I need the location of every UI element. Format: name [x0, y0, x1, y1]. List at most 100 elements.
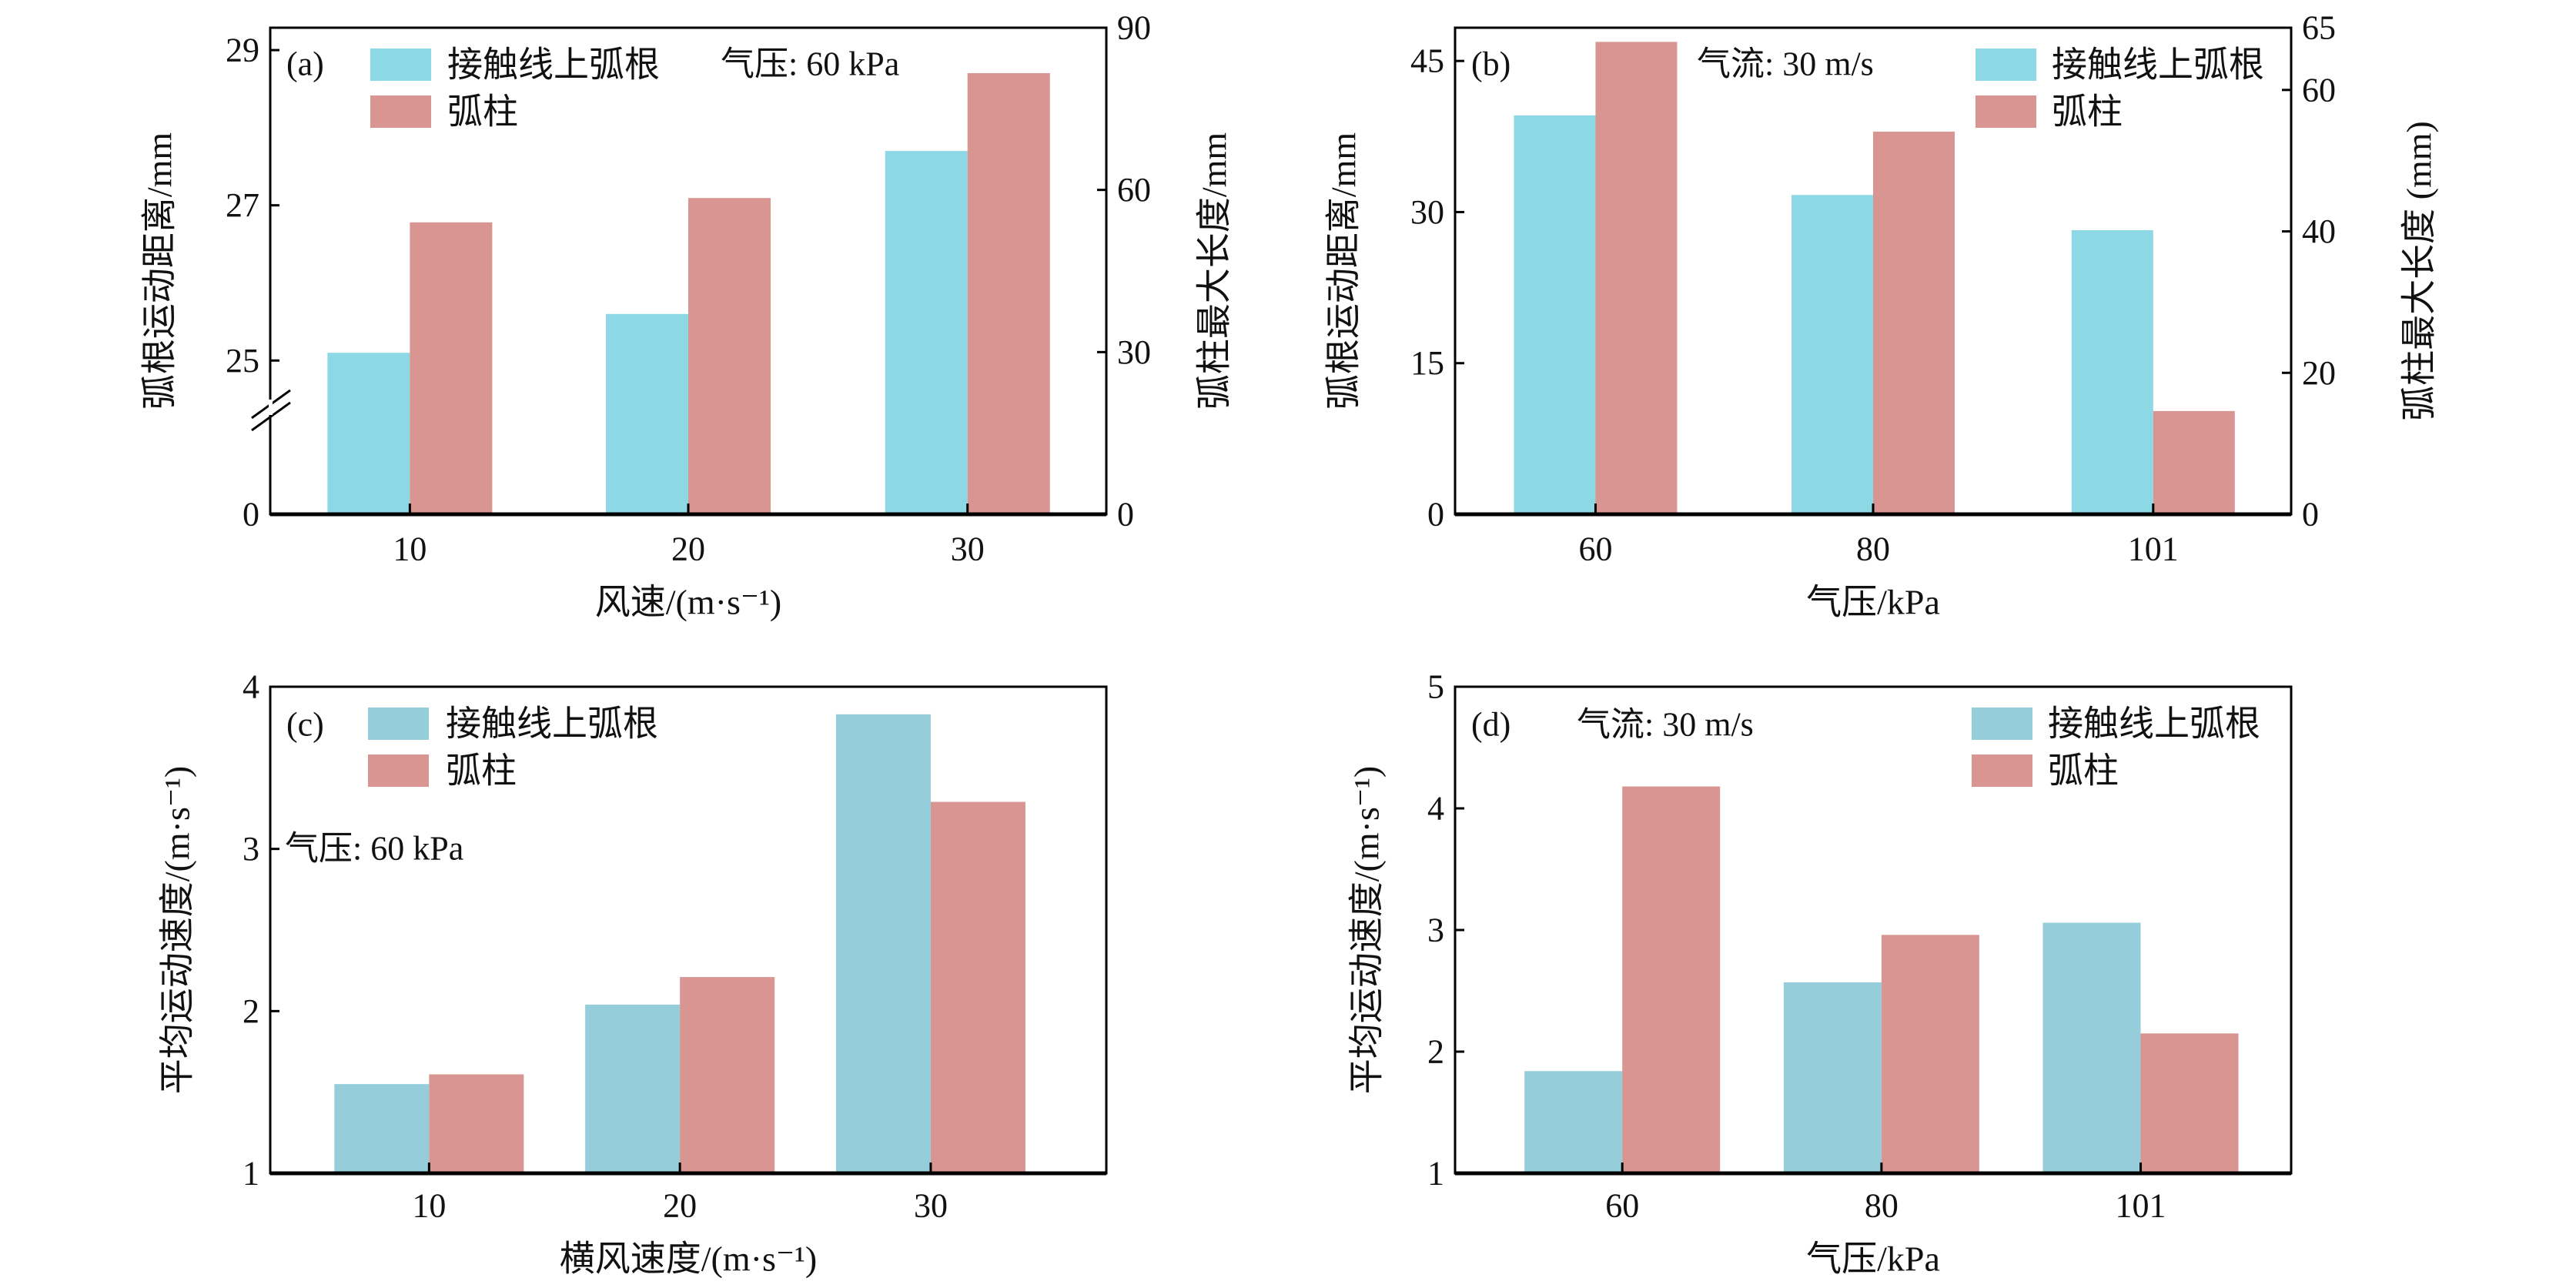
- y-tick-label: 3: [243, 830, 259, 868]
- bar-arc-root-20: [606, 313, 688, 514]
- axis-break-gap: [269, 399, 273, 415]
- legend-label-arc-root: 接触线上弧根: [2052, 45, 2264, 85]
- bar-arc-column-10: [429, 1074, 524, 1173]
- y-right-axis-label: 弧柱最大长度/mm: [1195, 132, 1234, 410]
- panel-label: (c): [286, 706, 324, 744]
- bar-arc-root-20: [585, 1004, 681, 1173]
- bar-arc-column-60: [1622, 786, 1721, 1173]
- legend-label-arc-column: 弧柱: [2052, 92, 2123, 132]
- panel-c: 10 20 30 1 2 3 4 平均运动速度/(m·s⁻¹) 横风速度/(m·s⁻¹) (c) 气…: [158, 668, 1108, 1279]
- legend-swatch-arc-root: [370, 49, 431, 81]
- bar-arc-column-20: [688, 198, 771, 514]
- x-tick-label: 101: [2128, 530, 2179, 568]
- condition-annotation: 气流: 30 m/s: [1577, 706, 1754, 744]
- x-tick-label: 20: [663, 1187, 697, 1225]
- panel-label: (b): [1471, 45, 1510, 83]
- panel-d: 60 80 101 1 2 3 4 5 平均运动速度/(m·s⁻¹) 气压/kPa (d) 气流: 3…: [1347, 668, 2293, 1279]
- panel-label: (a): [286, 45, 324, 83]
- y-right-axis-label: 弧柱最大长度 (mm): [2400, 121, 2439, 421]
- legend-label-arc-column: 弧柱: [447, 92, 518, 132]
- y-right-tick-label: 0: [2302, 496, 2319, 534]
- bar-arc-root-10: [334, 1084, 430, 1173]
- bar-arc-column-80: [1881, 935, 1979, 1173]
- bar-arc-root-10: [327, 353, 410, 514]
- bar-arc-column-60: [1595, 42, 1678, 515]
- y-tick-label: 29: [226, 32, 259, 69]
- legend-swatch-arc-column: [1972, 754, 2032, 787]
- x-axis-label: 横风速度/(m·s⁻¹): [560, 1239, 818, 1279]
- y-tick-label: 5: [1427, 668, 1444, 706]
- y-right-tick-label: 20: [2302, 354, 2336, 392]
- x-axis-label: 风速/(m·s⁻¹): [595, 583, 782, 622]
- legend-label-arc-root: 接触线上弧根: [447, 45, 660, 85]
- y-tick-label: 2: [1427, 1033, 1444, 1071]
- y-axis-label: 平均运动速度/(m·s⁻¹): [1347, 766, 1387, 1095]
- panel-b: 60 80 101 0 15 30 45 0 20 40 60 65 弧柱最大长度 (mm) 弧根运动距离…: [1324, 9, 2439, 622]
- x-tick-label: 30: [914, 1187, 948, 1225]
- bar-arc-root-30: [885, 151, 968, 515]
- y-tick-label: 0: [243, 496, 259, 534]
- x-axis-label: 气压/kPa: [1806, 583, 1940, 622]
- bar-arc-root-80: [1783, 982, 1882, 1173]
- y-right-tick-label: 40: [2302, 212, 2336, 250]
- y-tick-label: 1: [243, 1155, 259, 1193]
- legend-label-arc-root: 接触线上弧根: [446, 704, 658, 744]
- panel-a: 10 20 30 0 25 27 29 0 30 60 90 弧柱最大长度/mm 弧根运动距离/mm 风速…: [140, 9, 1234, 622]
- bar-arc-root-30: [835, 714, 931, 1173]
- x-tick-label: 10: [412, 1187, 446, 1225]
- y-tick-label: 30: [1410, 193, 1444, 231]
- y-tick-label: 4: [1427, 790, 1444, 828]
- y-tick-label: 1: [1427, 1155, 1444, 1193]
- bar-arc-root-101: [2071, 230, 2153, 514]
- y-right-tick-label: 60: [2302, 71, 2336, 109]
- legend-label-arc-column: 弧柱: [2048, 751, 2119, 791]
- legend-swatch-arc-column: [368, 754, 429, 787]
- panel-label: (d): [1471, 706, 1510, 744]
- legend-swatch-arc-column: [370, 95, 431, 128]
- bar-arc-column-101: [2153, 410, 2235, 514]
- x-tick-label: 101: [2116, 1187, 2166, 1225]
- bar-arc-root-80: [1791, 195, 1873, 514]
- x-tick-label: 20: [671, 530, 705, 568]
- x-tick-label: 10: [393, 530, 427, 568]
- y-tick-label: 25: [226, 342, 259, 380]
- bar-arc-column-30: [967, 72, 1050, 514]
- y-right-tick-label: 90: [1117, 9, 1151, 47]
- y-tick-label: 4: [243, 668, 259, 706]
- legend-swatch-arc-root: [368, 708, 429, 740]
- legend-label-arc-column: 弧柱: [446, 751, 517, 791]
- y-right-tick-label: 65: [2302, 9, 2336, 47]
- condition-annotation: 气压: 60 kPa: [285, 830, 463, 868]
- bar-arc-column-20: [680, 977, 775, 1173]
- x-tick-label: 60: [1605, 1187, 1639, 1225]
- y-tick-label: 27: [226, 186, 259, 224]
- y-tick-label: 15: [1410, 344, 1444, 382]
- bar-arc-column-80: [1873, 132, 1955, 514]
- y-right-tick-label: 30: [1117, 333, 1151, 371]
- y-tick-label: 0: [1427, 496, 1444, 534]
- x-axis-label: 气压/kPa: [1806, 1239, 1940, 1279]
- axis-break-mark: [251, 401, 291, 432]
- bar-arc-root-60: [1524, 1071, 1623, 1173]
- y-tick-label: 45: [1410, 42, 1444, 80]
- condition-annotation: 气流: 30 m/s: [1697, 45, 1874, 83]
- y-axis-label: 平均运动速度/(m·s⁻¹): [158, 766, 197, 1095]
- bar-arc-root-101: [2042, 922, 2141, 1173]
- bar-arc-column-101: [2140, 1033, 2239, 1173]
- x-tick-label: 80: [1865, 1187, 1899, 1225]
- legend-swatch-arc-root: [1975, 49, 2036, 81]
- bar-arc-column-10: [410, 222, 493, 514]
- x-tick-label: 60: [1578, 530, 1612, 568]
- x-tick-label: 80: [1856, 530, 1890, 568]
- y-axis-label: 弧根运动距离/mm: [1324, 132, 1363, 410]
- y-axis-label: 弧根运动距离/mm: [140, 132, 179, 410]
- x-tick-label: 30: [951, 530, 985, 568]
- condition-annotation: 气压: 60 kPa: [721, 45, 899, 83]
- y-right-tick-label: 0: [1117, 496, 1134, 534]
- legend-swatch-arc-root: [1972, 708, 2032, 740]
- y-right-tick-label: 60: [1117, 171, 1151, 209]
